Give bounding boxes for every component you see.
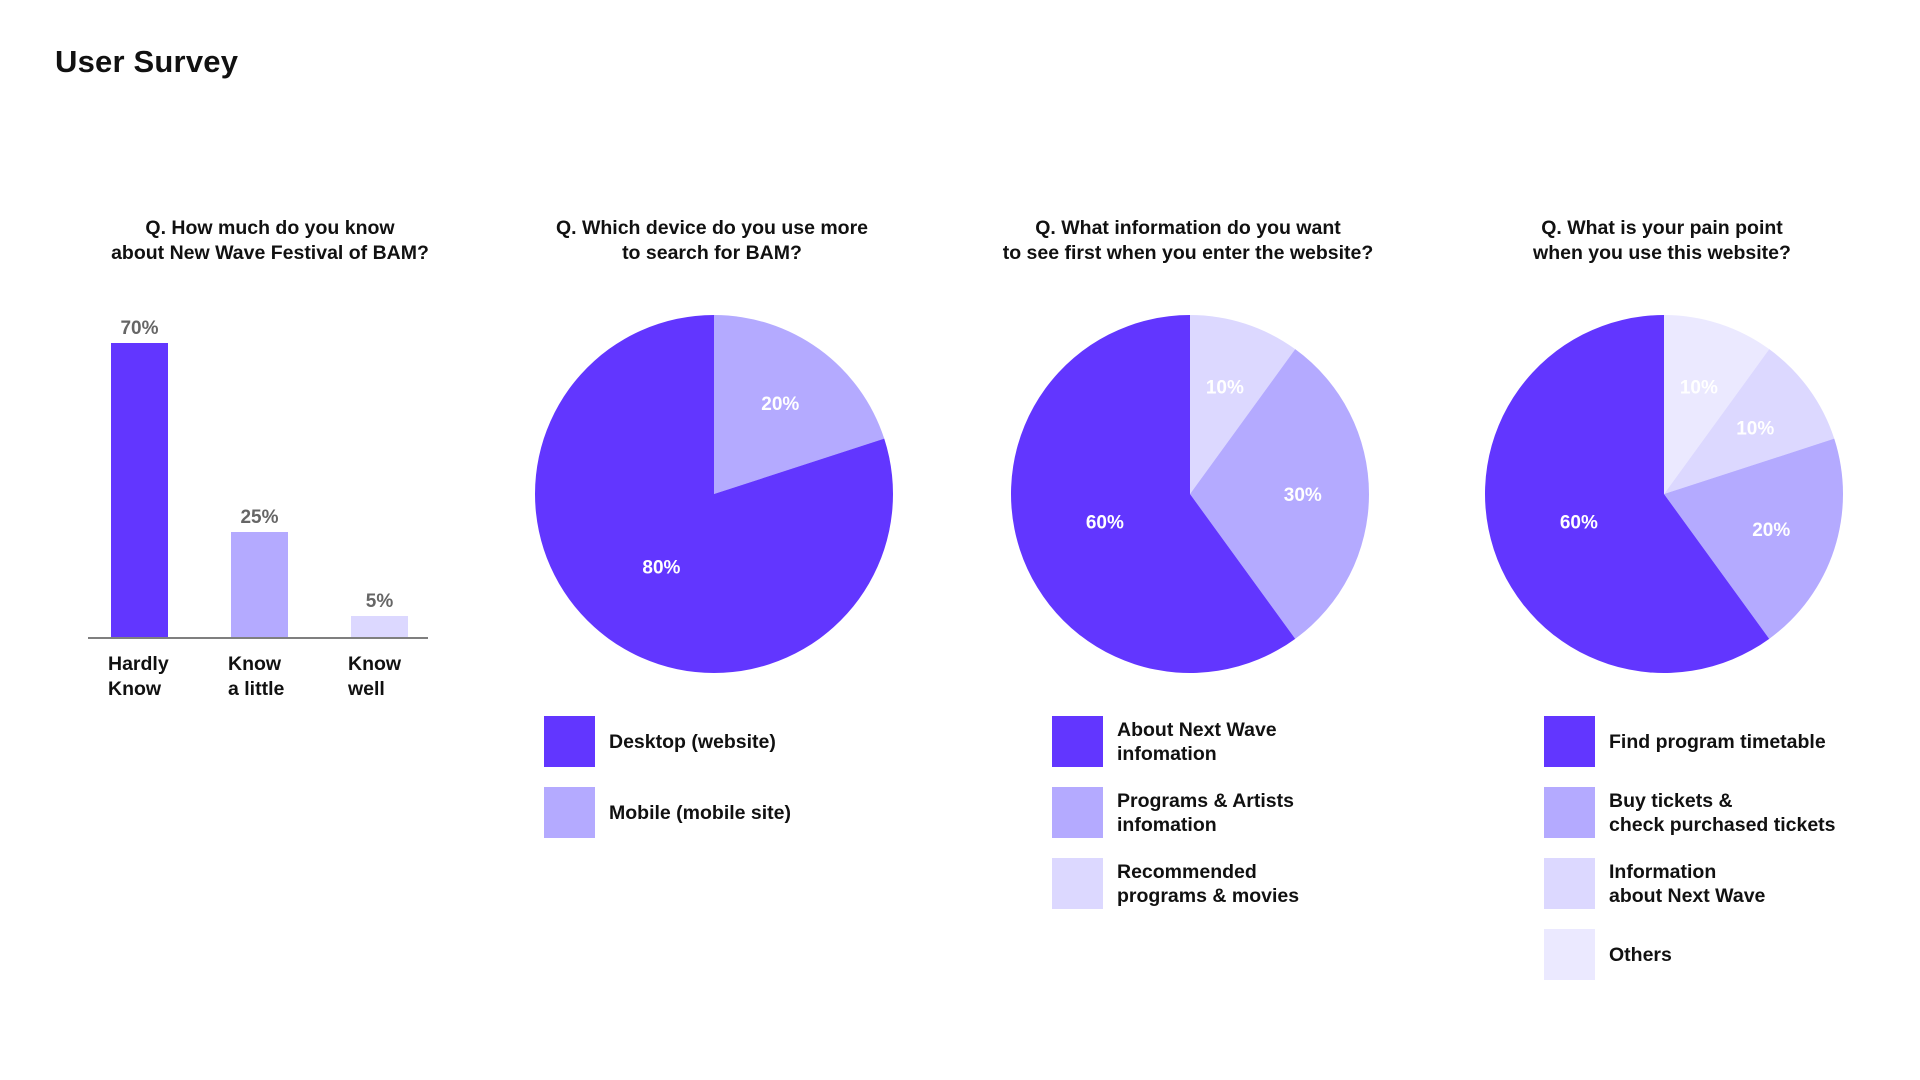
legend-label: Others bbox=[1609, 943, 1672, 966]
pie-chart-device: 20% 80% bbox=[535, 315, 893, 673]
legend-label: Mobile (mobile site) bbox=[609, 801, 792, 824]
question-line: Q. What is your pain point bbox=[1541, 217, 1783, 239]
legend-swatch bbox=[1544, 858, 1595, 909]
bar bbox=[351, 616, 408, 637]
question-device: Q. Which device do you use more to searc… bbox=[452, 216, 972, 266]
legend-swatch bbox=[1544, 929, 1595, 980]
legend-label: Desktop (website) bbox=[609, 730, 776, 753]
bar bbox=[231, 532, 288, 637]
category-label: a little bbox=[228, 678, 285, 700]
question-line: when you use this website? bbox=[1533, 242, 1791, 264]
legend-swatch bbox=[1544, 716, 1595, 767]
slice-value-label: 20% bbox=[761, 394, 799, 415]
bar-value-label: 25% bbox=[240, 507, 278, 528]
legend-swatch bbox=[544, 787, 595, 838]
category-label: Know bbox=[228, 653, 282, 675]
pie-slice bbox=[1190, 349, 1369, 639]
pie-chart-pain-point: 10% 10% 20% 60% bbox=[1485, 315, 1843, 673]
legend-swatch bbox=[1052, 858, 1103, 909]
question-line: to search for BAM? bbox=[622, 242, 802, 264]
pie-slice bbox=[1664, 349, 1835, 494]
question-pain-point: Q. What is your pain point when you use … bbox=[1402, 216, 1920, 266]
slice-value-label: 60% bbox=[1086, 513, 1124, 534]
bar bbox=[111, 343, 168, 637]
pie-chart-information: 10% 30% 60% bbox=[1010, 315, 1369, 673]
category-label: Know bbox=[108, 678, 162, 700]
legend-label: Programs & Artists infomation bbox=[1117, 789, 1294, 836]
pie-slice bbox=[1664, 315, 1770, 494]
bar-value-label: 70% bbox=[120, 318, 158, 339]
legend-label: Recommended programs & movies bbox=[1117, 860, 1300, 907]
pie-slice bbox=[1010, 315, 1296, 673]
pie-slice bbox=[1485, 315, 1770, 673]
question-line: to see first when you enter the website? bbox=[1002, 242, 1374, 264]
legend-label: Buy tickets & check purchased tickets bbox=[1609, 789, 1836, 836]
legend-swatch bbox=[1544, 787, 1595, 838]
slice-value-label: 60% bbox=[1560, 513, 1598, 534]
legend-label: About Next Wave infomation bbox=[1117, 718, 1277, 765]
question-awareness: Q. How much do you know about New Wave F… bbox=[10, 216, 530, 266]
bar-value-label: 5% bbox=[366, 591, 394, 612]
legend-label: Information about Next Wave bbox=[1609, 860, 1766, 907]
legend-swatch bbox=[544, 716, 595, 767]
pie-slice bbox=[535, 315, 893, 673]
slice-value-label: 10% bbox=[1736, 419, 1774, 440]
slice-value-label: 20% bbox=[1752, 520, 1790, 541]
question-line: Q. Which device do you use more bbox=[555, 217, 869, 239]
pie-slice bbox=[1190, 315, 1296, 494]
category-label: well bbox=[347, 678, 385, 700]
legend-label: Find program timetable bbox=[1609, 730, 1826, 753]
question-line: about New Wave Festival of BAM? bbox=[111, 242, 429, 264]
page-title: User Survey bbox=[55, 44, 239, 79]
slice-value-label: 80% bbox=[642, 557, 680, 578]
bar-chart-awareness: 70% Hardly Know 25% Know a little 5% Know well bbox=[88, 318, 428, 700]
question-line: Q. How much do you know bbox=[145, 217, 395, 239]
pie-slice bbox=[1664, 438, 1843, 639]
slice-value-label: 10% bbox=[1206, 378, 1244, 399]
category-label: Know bbox=[348, 653, 402, 675]
pie-slice bbox=[714, 315, 885, 494]
legend-swatch bbox=[1052, 787, 1103, 838]
question-information: Q. What information do you want to see f… bbox=[928, 216, 1448, 266]
category-label: Hardly bbox=[108, 653, 169, 675]
legend-swatch bbox=[1052, 716, 1103, 767]
slice-value-label: 30% bbox=[1284, 485, 1322, 506]
question-line: Q. What information do you want bbox=[1035, 217, 1341, 239]
slice-value-label: 10% bbox=[1680, 378, 1718, 399]
